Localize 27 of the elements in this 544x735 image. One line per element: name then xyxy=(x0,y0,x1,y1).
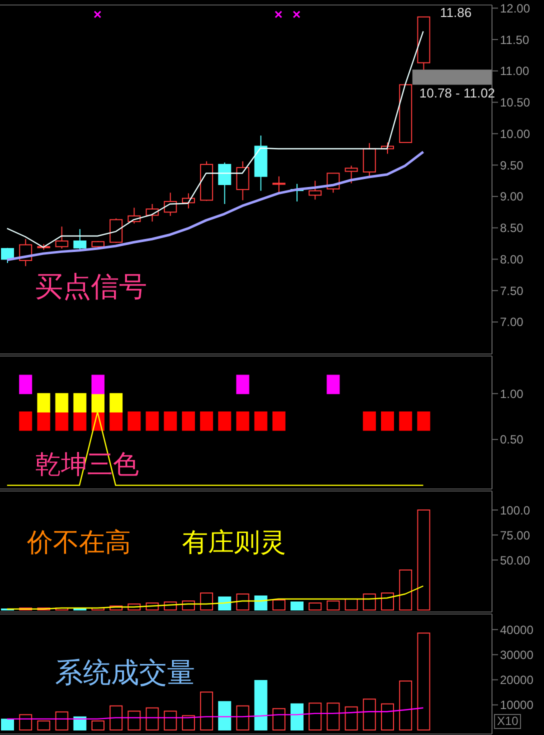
text: X10 xyxy=(494,714,522,730)
y-tick-label: 8.50 xyxy=(500,221,524,236)
annotation: 系统成交量 xyxy=(55,657,195,689)
y-tick-label: 100.0 xyxy=(500,503,530,518)
y-tick-label: 8.00 xyxy=(500,252,524,266)
y-tick-label: 12.00 xyxy=(500,1,530,16)
y-tick-label: 9.50 xyxy=(500,158,524,172)
band-label: 10.78 - 11.02 xyxy=(419,86,496,101)
annotation: 买点信号 xyxy=(35,271,147,303)
annotation: 有庄则灵 xyxy=(182,527,286,557)
y-tick-label: 11.00 xyxy=(500,64,530,78)
y-tick-label: 9.00 xyxy=(500,190,524,204)
y-tick-label: 10000 xyxy=(500,698,534,712)
y-tick-label: 7.00 xyxy=(500,315,524,330)
y-tick-label: 50.00 xyxy=(500,553,530,568)
annotation: 价不在高 xyxy=(27,527,131,557)
y-tick-label: 20000 xyxy=(500,673,534,688)
y-tick-label: 0.50 xyxy=(500,432,524,447)
y-tick-label: 1.00 xyxy=(500,386,524,401)
y-tick-label: 7.50 xyxy=(500,284,524,298)
text: 11.86 xyxy=(440,5,472,20)
y-tick-label: 10.50 xyxy=(500,96,530,110)
y-tick-label: 75.00 xyxy=(500,528,530,542)
y-tick-label: 10.00 xyxy=(500,126,530,141)
y-tick-label: 30000 xyxy=(500,648,534,662)
y-tick-label: 11.50 xyxy=(500,32,530,47)
y-tick-label: 40000 xyxy=(500,622,534,637)
